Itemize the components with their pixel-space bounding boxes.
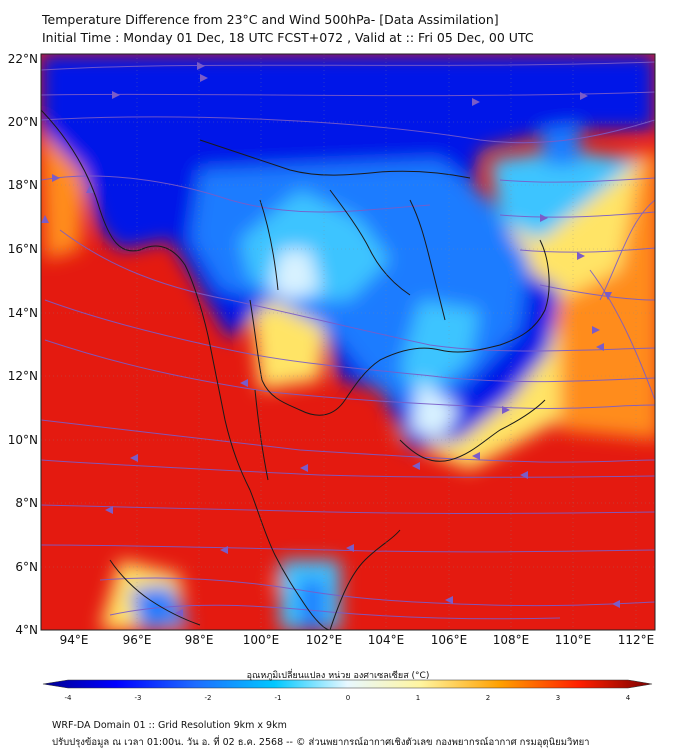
colorbar-tick: -3 [134, 694, 142, 702]
lat-label: 6°N [15, 560, 38, 574]
colorbar-tick: 4 [625, 694, 631, 702]
lon-label: 106°E [430, 633, 468, 647]
footer-model-info: WRF-DA Domain 01 :: Grid Resolution 9km … [52, 720, 287, 731]
lon-label: 102°E [305, 633, 343, 647]
lat-label: 16°N [7, 242, 38, 256]
colorbar-tick: 1 [415, 694, 421, 702]
lon-label: 96°E [122, 633, 152, 647]
colorbar-tick: 3 [555, 694, 561, 702]
colorbar-tick: 0 [345, 694, 351, 702]
lat-label: 8°N [15, 496, 38, 510]
lon-label: 100°E [242, 633, 280, 647]
lon-label: 108°E [492, 633, 530, 647]
wind-streamlines [41, 61, 655, 620]
lat-label: 20°N [7, 115, 38, 129]
colorbar-tick: 2 [485, 694, 491, 702]
map-title: Temperature Difference from 23°C and Win… [42, 12, 499, 27]
lat-label: 12°N [7, 369, 38, 383]
lon-label: 112°E [617, 633, 655, 647]
lon-label: 110°E [554, 633, 592, 647]
lon-label: 98°E [184, 633, 214, 647]
colorbar-label: อุณหภูมิเปลี่ยนแปลง หน่วย องศาเซลเซียส (… [246, 671, 430, 681]
colorbar [42, 679, 653, 689]
footer-credit: ปรับปรุงข้อมูล ณ เวลา 01:00น. วัน อ. ที่… [52, 737, 590, 748]
graticule [41, 54, 655, 630]
wind-arrows [41, 62, 620, 617]
lat-label: 22°N [7, 52, 38, 66]
colorbar-tick: -2 [204, 694, 212, 702]
colorbar-tick: -4 [64, 694, 72, 702]
lat-label: 10°N [7, 433, 38, 447]
lat-label: 14°N [7, 306, 38, 320]
country-borders [41, 109, 550, 630]
lat-label: 18°N [7, 178, 38, 192]
lat-label: 4°N [15, 623, 38, 637]
map-subtitle: Initial Time : Monday 01 Dec, 18 UTC FCS… [42, 30, 534, 45]
lon-label: 104°E [367, 633, 405, 647]
plot-frame [40, 53, 656, 631]
temperature-field [41, 54, 655, 630]
lon-label: 94°E [59, 633, 89, 647]
colorbar-tick: -1 [274, 694, 282, 702]
